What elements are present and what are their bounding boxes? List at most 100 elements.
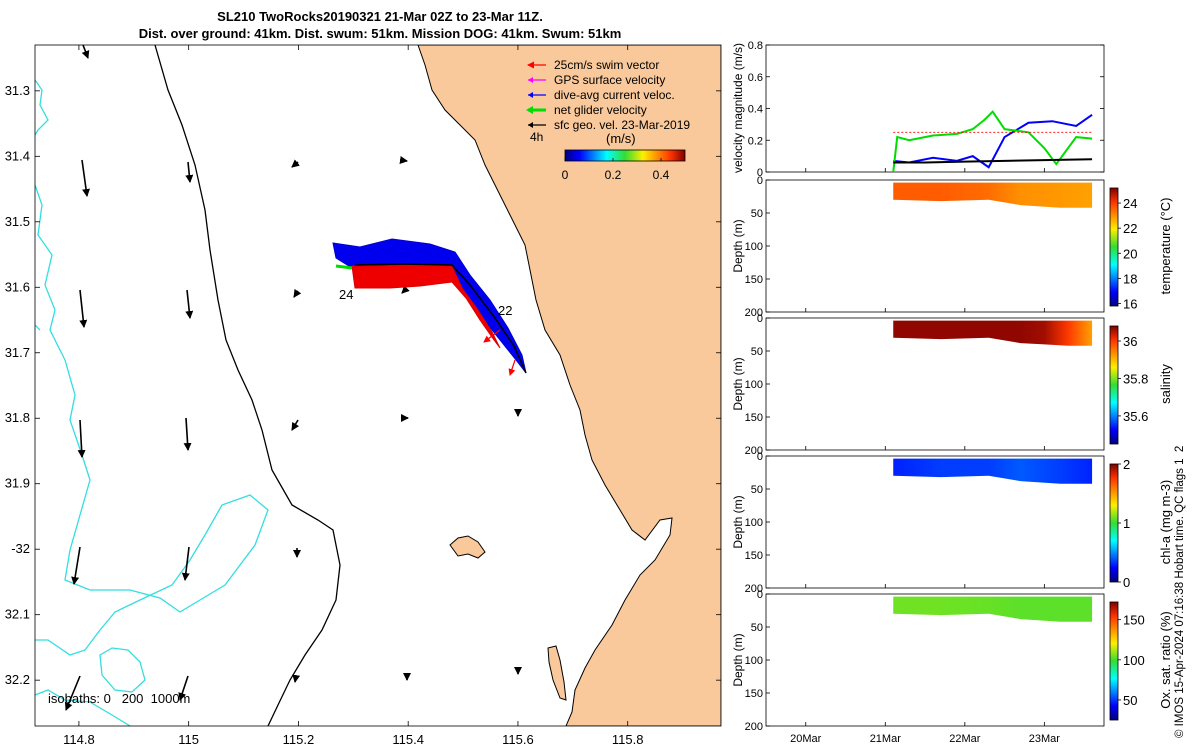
track-time-label: 24 [339, 287, 353, 302]
colorbar-tick-label: 35.8 [1123, 371, 1148, 386]
section-data-band [893, 320, 1093, 346]
depth-tick-label: 0 [757, 313, 763, 325]
depth-tick-label: 200 [745, 721, 763, 733]
map-x-tick-label: 114.8 [63, 732, 95, 747]
colorbar-label: salinity [1158, 364, 1173, 404]
colorbar-tick-label: 1 [1123, 516, 1130, 531]
velocity-series-line [892, 110, 1093, 173]
track-time-label: 22 [498, 303, 512, 318]
isobath-200 [154, 45, 341, 726]
chart-title-line1: SL210 TwoRocks20190321 21-Mar 02Z to 23-… [217, 9, 543, 24]
colorbar-tick-label: 100 [1123, 653, 1145, 668]
chart-title-line2: Dist. over ground: 41km. Dist. swum: 51k… [138, 26, 622, 41]
colorbar-tick-label: 18 [1123, 271, 1137, 286]
map-x-tick-label: 115.8 [612, 732, 644, 747]
velocity-panel: 0 0.2 0.4 0.6 0.8 velocity magnitude (m/s) [731, 40, 1105, 179]
map-y-tick-label: 31.5 [5, 214, 30, 229]
colorbar-units-label: (m/s) [606, 131, 636, 146]
map-panel: 24 22 isobaths: 0 200 1000m 114.8 115 115.… [5, 44, 722, 747]
colorbar-tick-label: 35.6 [1123, 409, 1148, 424]
colorbar-tick-label: 50 [1123, 693, 1137, 708]
map-y-axis: 31.3 31.4 31.5 31.6 31.7 31.8 31.9 -32 32.1 32.2 [5, 83, 721, 687]
isobath-1000 [35, 79, 269, 726]
time-tick-label: 22Mar [949, 733, 981, 745]
section-colorbar [1109, 325, 1119, 445]
map-x-tick-label: 115.6 [502, 732, 534, 747]
depth-axis-label: Depth (m) [731, 495, 745, 548]
velocity-y-tick-label: 0.2 [748, 135, 763, 147]
island [449, 535, 486, 559]
depth-axis-label: Depth (m) [731, 357, 745, 410]
depth-tick-label: 150 [745, 550, 763, 562]
section-data-band [893, 596, 1093, 622]
colorbar-tick-label: 20 [1123, 246, 1137, 261]
net-glider-velocity-arrow [335, 264, 353, 270]
salinity-section: 0 50 100 150 200 Depth (m) 36 35.8 35.6 salinity [731, 313, 1173, 457]
map-legend: 25cm/s swim vector GPS surface velocity … [526, 58, 690, 182]
glider-track: 24 22 [332, 238, 527, 376]
depth-tick-label: 0 [757, 451, 763, 463]
depth-tick-label: 50 [751, 484, 763, 496]
colorbar-tick-label: 16 [1123, 296, 1137, 311]
depth-tick-label: 0 [757, 589, 763, 601]
map-y-tick-label: -32 [11, 541, 30, 556]
map-y-tick-label: 31.8 [5, 410, 30, 425]
colorbar-tick-label: 0.4 [653, 168, 670, 182]
colorbar-label: temperature (°C) [1158, 198, 1173, 295]
depth-tick-label: 150 [745, 688, 763, 700]
velocity-y-tick-label: 0.8 [748, 40, 763, 52]
velocity-ylabel: velocity magnitude (m/s) [731, 43, 745, 173]
map-x-tick-label: 115.2 [283, 732, 315, 747]
velocity-y-tick-label: 0.6 [748, 72, 763, 84]
chart-title: SL210 TwoRocks20190321 21-Mar 02Z to 23-… [0, 8, 760, 42]
velocity-y-axis: 0 0.2 0.4 0.6 0.8 [748, 40, 1104, 179]
depth-tick-label: 150 [745, 412, 763, 424]
section-colorbar [1109, 601, 1119, 721]
colorbar-tick-label: 36 [1123, 334, 1137, 349]
colorbar-ticks: 0 0.2 0.4 [562, 158, 670, 182]
swim-vector-arrow [508, 359, 516, 376]
isobath-1000 [99, 647, 146, 693]
depth-tick-label: 200 [745, 583, 763, 595]
depth-tick-label: 50 [751, 208, 763, 220]
map-y-tick-label: 32.2 [5, 672, 30, 687]
velocity-colorbar [564, 149, 686, 162]
map-y-tick-label: 32.1 [5, 607, 30, 622]
section-colorbar [1109, 187, 1119, 307]
map-y-tick-label: 31.9 [5, 476, 30, 491]
colorbar-tick-label: 0.2 [605, 168, 622, 182]
colorbar-tick-label: 2 [1123, 457, 1130, 472]
velocity-series-line [893, 158, 1093, 164]
map-y-tick-label: 31.6 [5, 279, 30, 294]
time-tick-label: 20Mar [790, 733, 822, 745]
map-y-tick-label: 31.4 [5, 148, 30, 163]
depth-tick-label: 200 [745, 307, 763, 319]
depth-axis-label: Depth (m) [731, 219, 745, 272]
velocity-series [892, 110, 1093, 173]
isobaths-label: isobaths: 0 200 1000m [48, 691, 190, 706]
colorbar-tick-label: 0 [562, 168, 569, 182]
legend-dive-avg-current: dive-avg current veloc. [554, 88, 675, 102]
legend-sfc-geo-velocity: sfc geo. vel. 23-Mar-2019 [554, 118, 690, 132]
depth-tick-label: 100 [745, 655, 763, 667]
sfc-geo-velocity-arrows [64, 45, 522, 711]
credit-text: © IMOS 15-Apr-2024 07:16:38 Hobart time.… [1174, 446, 1186, 738]
depth-tick-label: 150 [745, 274, 763, 286]
colorbar-tick-label: 22 [1123, 221, 1137, 236]
map-x-tick-label: 115 [178, 732, 199, 747]
depth-tick-label: 0 [757, 175, 763, 187]
legend-gps-velocity: GPS surface velocity [554, 73, 665, 87]
section-data-band [893, 458, 1093, 484]
depth-tick-label: 100 [745, 379, 763, 391]
colorbar-tick-label: 150 [1123, 613, 1145, 628]
depth-axis-label: Depth (m) [731, 633, 745, 686]
map-x-axis: 114.8 115 115.2 115.4 115.6 115.8 [63, 45, 643, 747]
chla-section: 0 50 100 150 200 Depth (m) 2 1 0 chl-a (mg m-3) [731, 451, 1173, 595]
depth-tick-label: 100 [745, 517, 763, 529]
legend-net-glider-velocity: net glider velocity [554, 103, 647, 117]
legend-swim-vector: 25cm/s swim vector [554, 58, 659, 72]
colorbar-tick-label: 24 [1123, 196, 1137, 211]
temperature-section: 0 50 100 150 200 Depth (m) 24 22 20 18 16 temperatu… [731, 175, 1173, 319]
